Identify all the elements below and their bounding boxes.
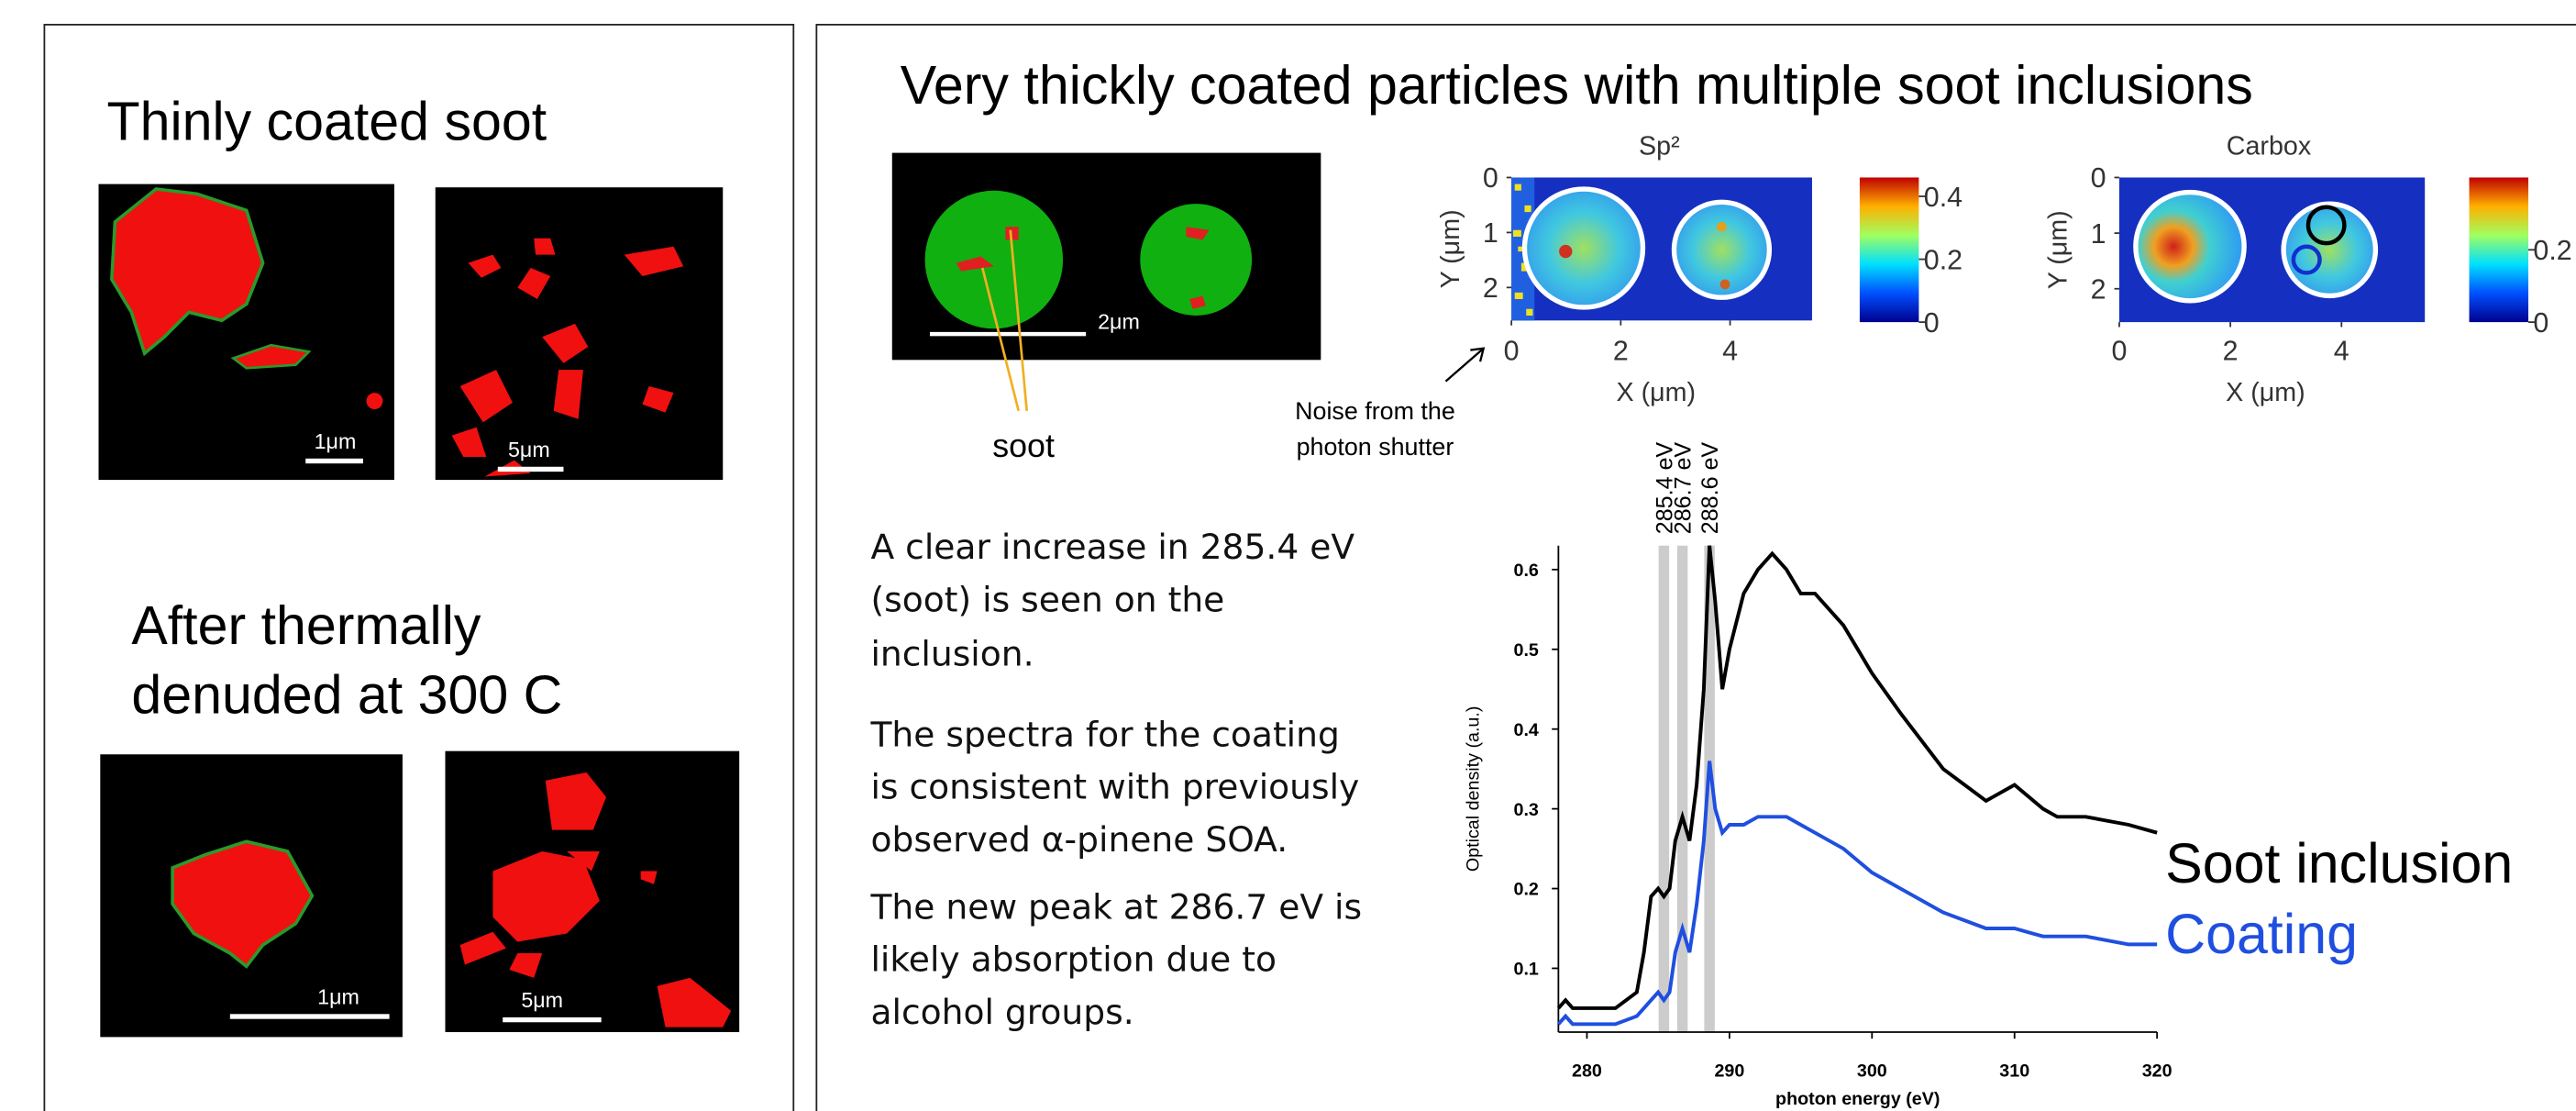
map-y-tick-label: 0 (2091, 162, 2106, 194)
band-label: 285.4 eV (1652, 442, 1677, 535)
map-y-tick-label: 1 (1483, 217, 1498, 249)
band (1676, 545, 1688, 1033)
colorbar (2469, 177, 2529, 323)
map-title: Carbox (2227, 131, 2312, 161)
colorbar-tick-label: 0 (2533, 307, 2548, 339)
colorbar (1859, 177, 1919, 323)
paragraph-line: (soot) is seen on the (870, 579, 1224, 619)
map-x-tick-label: 0 (1504, 335, 1520, 366)
x-tick-label: 320 (2142, 1061, 2172, 1081)
series-line (1556, 545, 2158, 1010)
note-arrow (1444, 347, 1486, 383)
panel-title: Thinly coated soot (106, 90, 547, 151)
map-title: Sp² (1639, 131, 1680, 161)
x-axis-label: photon energy (eV) (1775, 1089, 1940, 1109)
y-tick-label: 0.6 (1513, 561, 1538, 581)
colorbar-tick-label: 0 (1924, 307, 1940, 339)
paragraph-line: The spectra for the coating (869, 714, 1339, 754)
map-x-tick-label: 0 (2111, 335, 2127, 366)
x-tick-label: 280 (1572, 1061, 1602, 1081)
legend-label: Soot inclusion (2165, 832, 2513, 894)
panel-title: denuded at 300 C (131, 663, 562, 725)
colorbar-tick-label: 0.2 (2533, 235, 2571, 266)
map-y-label: Y (μm) (2044, 210, 2073, 289)
paragraph-line: The new peak at 286.7 eV is (869, 886, 1362, 927)
scale-label: 1μm (315, 429, 357, 453)
colorbar-tick-label: 0.2 (1924, 244, 1962, 275)
particle-image: 2μm (891, 152, 1321, 361)
map-y-label: Y (μm) (1436, 209, 1465, 288)
note: Noise from the (1295, 397, 1455, 425)
panel-title: After thermally (131, 594, 481, 656)
paragraph-line: alcohol groups. (870, 992, 1133, 1032)
map-x-tick-label: 4 (2334, 335, 2349, 366)
pointer-line (980, 229, 1029, 412)
right-panel (815, 23, 2576, 1111)
map-y-tick-label: 1 (2091, 218, 2106, 250)
micrograph: 1μm (98, 183, 394, 481)
paragraph-line: observed α-pinene SOA. (870, 819, 1288, 860)
pointer-label: soot (992, 428, 1055, 464)
x-tick-label: 290 (1714, 1061, 1744, 1081)
band (1704, 545, 1715, 1033)
map-image (2118, 177, 2426, 323)
micrograph: 1μm (100, 754, 403, 1038)
map-y-tick-label: 2 (2091, 273, 2106, 305)
paragraph-line: A clear increase in 285.4 eV (870, 527, 1354, 567)
map-x-label: X (μm) (1617, 378, 1697, 407)
panel-title: Very thickly coated particles with multi… (901, 54, 2253, 116)
series-line (1556, 761, 2158, 1027)
colorbar-tick-label: 0.4 (1924, 182, 1962, 213)
paragraph-line: inclusion. (870, 634, 1034, 674)
note: photon shutter (1297, 433, 1454, 461)
y-tick-label: 0.2 (1513, 880, 1538, 900)
map-x-tick-label: 2 (2223, 335, 2239, 366)
micrograph: 5μm (445, 750, 740, 1033)
y-axis-label: Optical density (a.u.) (1463, 706, 1483, 872)
map-x-label: X (μm) (2226, 378, 2305, 407)
legend-label: Coating (2165, 903, 2358, 965)
scale-label: 2μm (1098, 309, 1140, 333)
paragraph-line: is consistent with previously (870, 767, 1359, 807)
y-tick-label: 0.4 (1513, 720, 1538, 740)
map-image (1511, 177, 1812, 321)
map-x-tick-label: 2 (1613, 335, 1629, 366)
map-y-tick-label: 2 (1483, 272, 1498, 304)
band (1658, 545, 1670, 1033)
y-tick-label: 0.1 (1513, 960, 1538, 980)
x-tick-label: 300 (1857, 1061, 1887, 1081)
dynamic-layer: A clear increase in 285.4 eV (soot) is se… (869, 131, 2571, 1108)
paragraph-line: likely absorption due to (870, 939, 1277, 980)
y-tick-label: 0.3 (1513, 800, 1538, 820)
scale-label: 1μm (317, 985, 359, 1009)
x-tick-label: 310 (1999, 1061, 2029, 1081)
band-label: 286.7 eV (1671, 442, 1697, 535)
scale-label: 5μm (508, 438, 550, 461)
left-panel (43, 23, 795, 1111)
band-label: 288.6 eV (1697, 442, 1723, 535)
micrograph: 5μm (435, 187, 724, 481)
y-tick-label: 0.5 (1513, 640, 1538, 661)
map-x-tick-label: 4 (1722, 335, 1738, 366)
scale-label: 5μm (521, 988, 563, 1012)
map-y-tick-label: 0 (1483, 162, 1498, 194)
